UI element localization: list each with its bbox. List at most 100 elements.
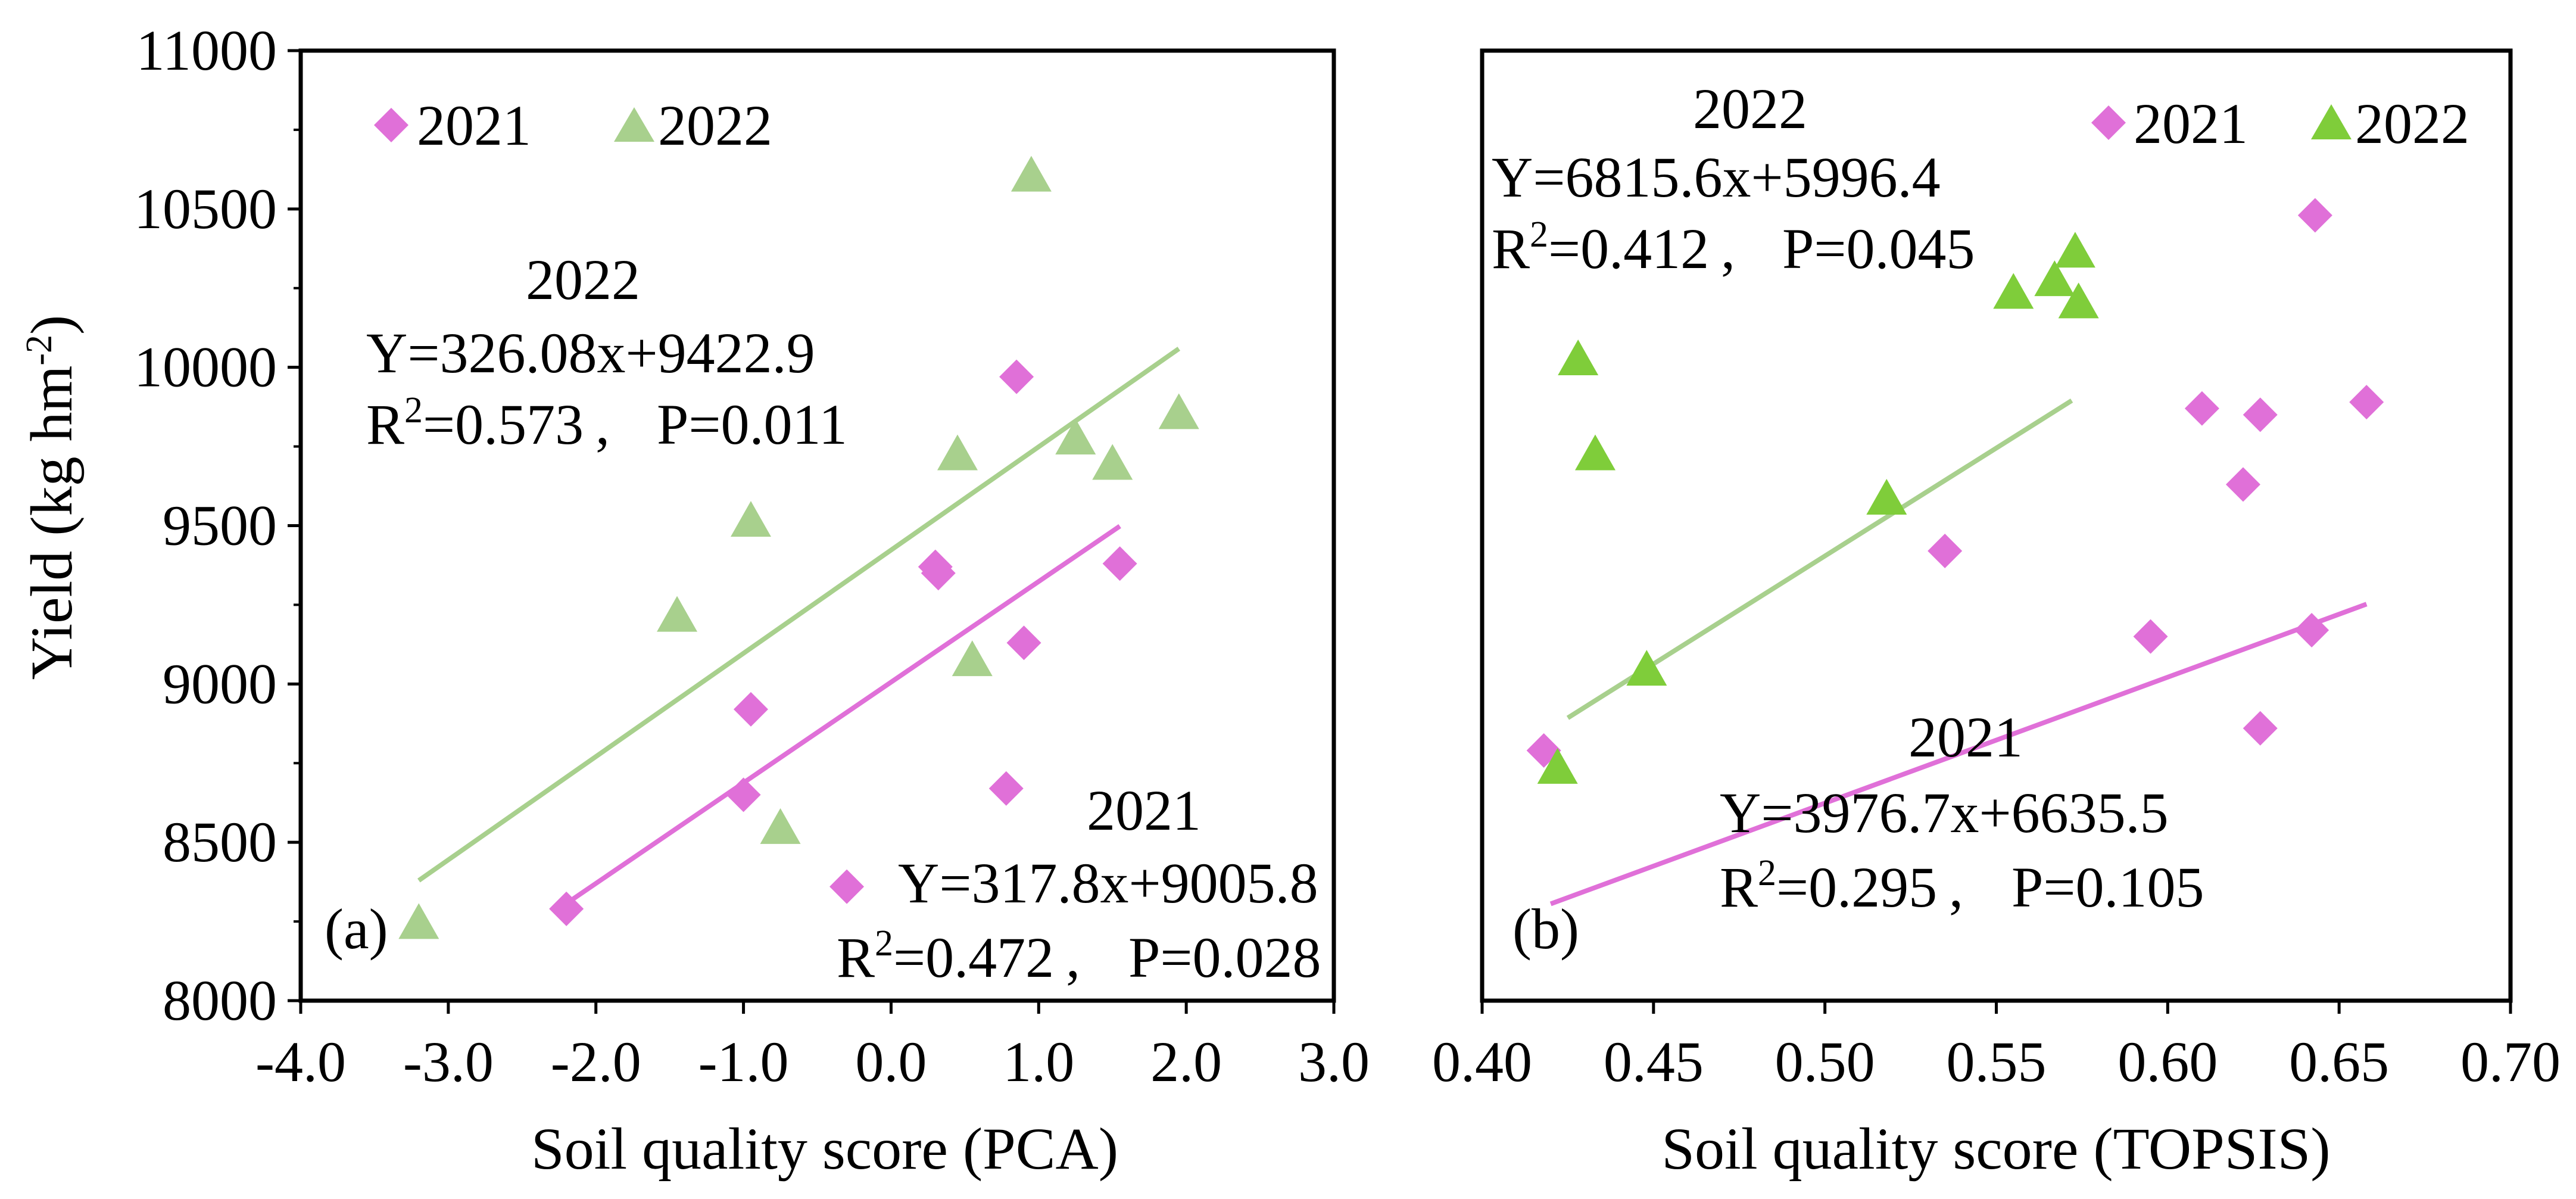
fit-r2-2022-a: R2=0.573 bbox=[366, 390, 584, 456]
fit-p-2021-a: P=0.028 bbox=[1128, 926, 1321, 989]
fit-r2-2021-b: R2=0.295 bbox=[1720, 853, 1937, 919]
fit-year-2021-b: 2021 bbox=[1908, 705, 2023, 769]
fit-year-2022-a: 2022 bbox=[526, 248, 640, 312]
data-point-2021 bbox=[2349, 385, 2384, 420]
data-point-2022 bbox=[398, 903, 439, 939]
fit-line-2021 bbox=[1549, 602, 2368, 907]
data-point-2021 bbox=[549, 891, 584, 926]
data-point-2022 bbox=[1158, 393, 1199, 429]
fit-equation-2021-a: Y=317.8x+9005.8 bbox=[898, 851, 1318, 915]
fit-line-2022 bbox=[417, 347, 1181, 883]
legend-label-2022-b: 2022 bbox=[2355, 92, 2469, 155]
legend-marker-2022-a bbox=[614, 107, 654, 142]
x-tick-label: -4.0 bbox=[255, 1030, 346, 1094]
x-tick-label: -3.0 bbox=[403, 1030, 494, 1094]
data-point-2022 bbox=[1626, 650, 1667, 686]
x-tick-label: -1.0 bbox=[698, 1030, 789, 1094]
fit-r2-comma-2022-a: , bbox=[595, 393, 610, 456]
y-tick-label: 8000 bbox=[163, 968, 277, 1032]
data-point-2021 bbox=[2184, 391, 2219, 426]
x-tick-label: 0.65 bbox=[2289, 1030, 2389, 1094]
data-point-2021 bbox=[1928, 534, 1963, 569]
data-point-2021 bbox=[733, 692, 768, 727]
x-axis-title-a: Soil quality score (PCA) bbox=[531, 1116, 1118, 1182]
fit-equation-2022-b: Y=6815.6x+5996.4 bbox=[1492, 145, 1941, 209]
fit-line-2021 bbox=[565, 524, 1121, 906]
data-point-2022 bbox=[952, 640, 993, 677]
x-tick-label: 0.55 bbox=[1947, 1030, 2047, 1094]
x-tick-label: 0.50 bbox=[1775, 1030, 1875, 1094]
legend-label-2021-b: 2021 bbox=[2134, 92, 2248, 155]
x-axis-title-b: Soil quality score (TOPSIS) bbox=[1661, 1116, 2330, 1182]
data-point-2022 bbox=[2034, 260, 2075, 297]
x-tick-label: 3.0 bbox=[1298, 1030, 1370, 1094]
fit-p-2021-b: P=0.105 bbox=[2011, 855, 2204, 919]
fit-year-2022-b: 2022 bbox=[1693, 77, 1807, 141]
legend-label-2021-a: 2021 bbox=[417, 94, 531, 157]
data-point-2022 bbox=[760, 808, 801, 844]
data-point-2021 bbox=[2133, 619, 2168, 654]
y-tick-label: 8500 bbox=[163, 810, 277, 874]
y-tick-label: 9500 bbox=[163, 494, 277, 558]
x-tick-label: 0.60 bbox=[2117, 1030, 2218, 1094]
data-point-2022 bbox=[1993, 273, 2034, 309]
data-point-2022 bbox=[1537, 748, 1578, 784]
data-point-2021 bbox=[2225, 467, 2260, 502]
fit-equation-2021-b: Y=3976.7x+6635.5 bbox=[1720, 781, 2169, 845]
x-tick-label: 0.40 bbox=[1432, 1030, 1532, 1094]
data-point-2021 bbox=[999, 359, 1034, 394]
legend-label-2022-a: 2022 bbox=[658, 94, 772, 157]
y-tick-label: 10500 bbox=[134, 177, 277, 241]
x-tick-label: 0.45 bbox=[1604, 1030, 1704, 1094]
fit-p-2022-a: P=0.011 bbox=[657, 393, 847, 456]
data-point-2022 bbox=[1866, 478, 1907, 515]
panel-label-a: (a) bbox=[325, 897, 388, 961]
data-point-2021 bbox=[988, 771, 1024, 806]
data-point-2021 bbox=[726, 777, 761, 812]
fit-r2-comma-2021-a: , bbox=[1066, 926, 1080, 989]
data-point-2021 bbox=[1102, 546, 1137, 581]
legend-marker-2021-b bbox=[2091, 105, 2126, 140]
data-point-2022 bbox=[1055, 418, 1096, 454]
fit-r2-comma-2022-b: , bbox=[1721, 217, 1735, 281]
fit-p-2022-b: P=0.045 bbox=[1782, 217, 1975, 281]
data-point-2021 bbox=[2243, 711, 2278, 746]
data-point-2021 bbox=[2297, 198, 2332, 233]
panel-b: 0.40 0.45 0.50 0.55 0.60 0.65 0.70 (b) 2021 20… bbox=[1432, 48, 2561, 1182]
legend-marker-2022-b bbox=[2311, 104, 2352, 139]
legend-b: 2021 2022 bbox=[2091, 92, 2469, 155]
data-point-2021 bbox=[829, 869, 865, 904]
panel-a: 8000 8500 9000 9500 10000 10500 11000 -4.0 -3.0… bbox=[134, 18, 1370, 1182]
data-point-2021 bbox=[2294, 612, 2329, 647]
panel-label-b: (b) bbox=[1512, 897, 1579, 961]
x-tick-label: 2.0 bbox=[1150, 1030, 1222, 1094]
y-axis-title: Yield (kg hm-2) bbox=[18, 315, 85, 680]
fit-year-2021-a: 2021 bbox=[1087, 778, 1201, 842]
y-tick-label: 11000 bbox=[136, 18, 277, 82]
x-tick-label: 0.0 bbox=[855, 1030, 927, 1094]
data-point-2022 bbox=[2058, 282, 2099, 319]
data-point-2022 bbox=[937, 434, 978, 471]
y-tick-label: 9000 bbox=[163, 652, 277, 715]
legend-marker-2021-a bbox=[374, 108, 408, 142]
fit-r2-comma-2021-b: , bbox=[1949, 855, 1963, 919]
data-point-2021 bbox=[921, 556, 956, 591]
fit-r2-2022-b: R2=0.412 bbox=[1492, 214, 1709, 281]
y-tick-label: 10000 bbox=[134, 335, 277, 399]
data-point-2022 bbox=[1092, 444, 1133, 480]
x-tick-label: -2.0 bbox=[551, 1030, 641, 1094]
data-point-2021 bbox=[2243, 397, 2278, 432]
data-point-2022 bbox=[1011, 155, 1052, 192]
data-point-2022 bbox=[2054, 232, 2095, 268]
data-point-2022 bbox=[1558, 340, 1599, 376]
legend-a: 2021 2022 bbox=[374, 94, 772, 157]
fit-equation-2022-a: Y=326.08x+9422.9 bbox=[366, 321, 815, 385]
data-point-2021 bbox=[1006, 625, 1041, 661]
data-point-2022 bbox=[1574, 434, 1616, 471]
x-tick-label: 0.70 bbox=[2460, 1030, 2561, 1094]
x-tick-label: 1.0 bbox=[1003, 1030, 1074, 1094]
data-point-2022 bbox=[730, 501, 771, 537]
data-point-2022 bbox=[657, 596, 698, 632]
fit-r2-2021-a: R2=0.472 bbox=[837, 923, 1054, 989]
